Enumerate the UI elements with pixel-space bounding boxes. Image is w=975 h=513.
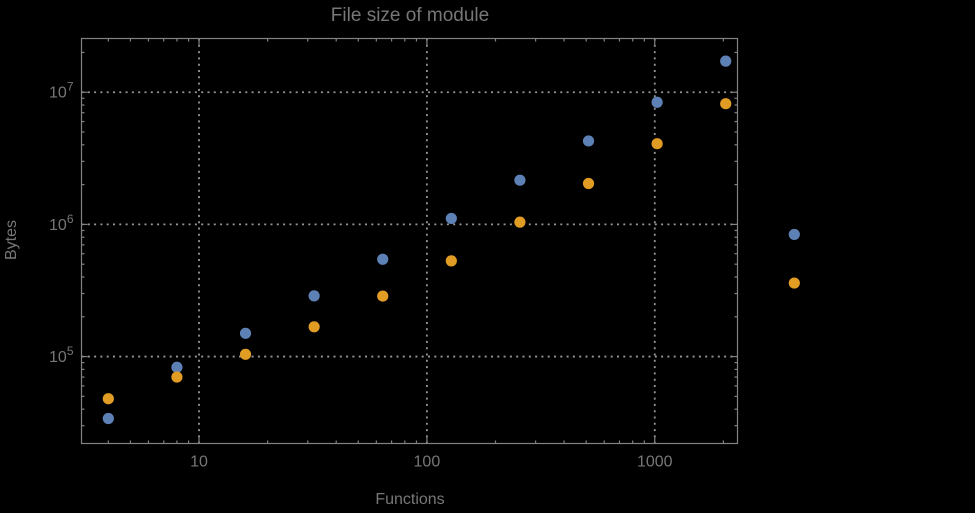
y-axis-label: Bytes: [3, 219, 20, 261]
data-point-orange: [582, 177, 595, 190]
data-point-orange: [651, 138, 663, 150]
data-point-blue: [720, 55, 732, 67]
data-point-blue: [377, 253, 389, 265]
x-axis-label: Functions: [375, 491, 445, 508]
data-point-blue: [582, 135, 595, 147]
data-point-blue: [445, 212, 457, 225]
plot-frame: [80, 37, 739, 445]
x-tick-label: 100: [414, 454, 441, 471]
data-point-orange: [171, 371, 183, 383]
x-tick-label: 1000: [637, 454, 673, 471]
data-point-orange: [445, 255, 457, 267]
data-point-blue: [788, 228, 800, 241]
data-point-orange: [788, 277, 800, 289]
data-point-orange: [102, 393, 114, 405]
data-point-blue: [239, 327, 252, 339]
y-tick-label: 107: [49, 80, 74, 102]
data-point-orange: [377, 290, 389, 302]
data-point-orange: [514, 216, 526, 228]
data-point-blue: [102, 412, 114, 425]
y-tick-label: 106: [49, 212, 74, 234]
data-point-blue: [171, 361, 183, 373]
data-point-blue: [308, 290, 320, 302]
data-point-orange: [720, 98, 732, 110]
data-point-orange: [308, 321, 320, 333]
y-tick-label: 105: [49, 344, 74, 366]
data-point-blue: [651, 96, 663, 108]
chart-title: File size of module: [330, 5, 490, 26]
x-tick-label: 10: [190, 454, 208, 471]
data-point-orange: [239, 348, 252, 360]
data-point-blue: [514, 174, 526, 186]
